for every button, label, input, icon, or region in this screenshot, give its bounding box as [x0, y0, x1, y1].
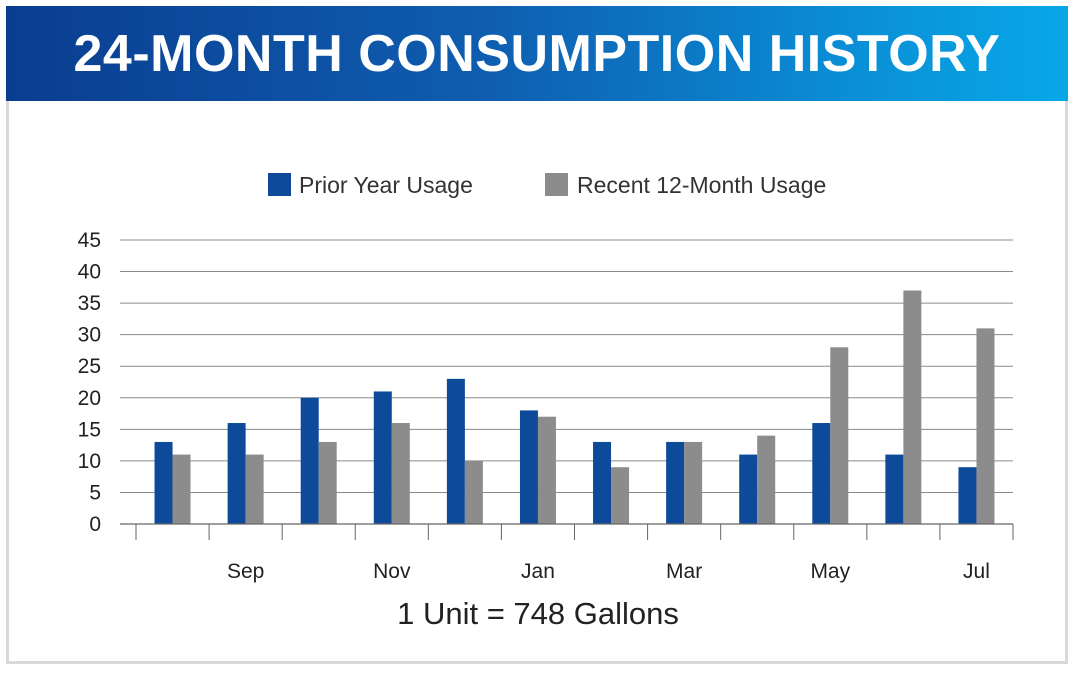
x-tick-label: Mar	[666, 560, 702, 583]
bar-recent-nov	[391, 423, 410, 524]
bar-prior-oct	[300, 397, 319, 524]
bar-prior-nov	[373, 391, 392, 524]
bar-prior-aug	[154, 441, 173, 524]
x-tick-label: Jul	[963, 560, 990, 583]
bar-prior-apr	[739, 454, 758, 524]
bar-recent-sep	[245, 454, 264, 524]
y-tick-label: 5	[89, 481, 101, 504]
bar-prior-dec	[446, 378, 465, 524]
legend-label-recent: Recent 12-Month Usage	[577, 172, 826, 198]
legend-swatch-prior	[268, 173, 291, 196]
bar-prior-sep	[227, 423, 246, 524]
bar-recent-jan	[537, 416, 556, 524]
y-tick-label: 35	[78, 292, 101, 315]
x-tick-label: Jan	[521, 560, 555, 583]
x-tick-label: Sep	[227, 560, 264, 583]
legend: Prior Year Usage Recent 12-Month Usage	[268, 172, 826, 198]
bar-recent-aug	[172, 454, 191, 524]
bar-recent-mar	[684, 441, 703, 524]
bar-recent-apr	[757, 435, 776, 524]
units-caption: 1 Unit = 748 Gallons	[397, 596, 679, 631]
y-tick-label: 25	[78, 355, 101, 378]
bar-prior-mar	[666, 441, 685, 524]
axes: 0 5 10 15 20 25 30 35 40 45 Sep Nov Jan Mar May Jul	[78, 229, 1014, 583]
legend-label-prior: Prior Year Usage	[299, 172, 473, 198]
legend-swatch-recent	[545, 173, 568, 196]
bar-prior-may	[812, 423, 831, 524]
gridlines	[120, 239, 1013, 493]
y-tick-label: 0	[89, 513, 101, 536]
x-tick-label: Nov	[373, 560, 411, 583]
bar-recent-jul	[976, 328, 995, 524]
bar-prior-jun	[885, 454, 904, 524]
bar-recent-jun	[903, 290, 922, 524]
bar-recent-feb	[611, 467, 630, 524]
bar-recent-may	[830, 347, 849, 524]
bar-prior-jul	[958, 467, 977, 524]
page-title: 24-MONTH CONSUMPTION HISTORY	[73, 24, 1001, 83]
bar-recent-dec	[464, 460, 483, 524]
y-tick-label: 30	[78, 324, 101, 347]
y-tick-label: 15	[78, 418, 101, 441]
y-tick-label: 10	[78, 450, 101, 473]
title-banner: 24-MONTH CONSUMPTION HISTORY	[6, 6, 1068, 101]
bars	[154, 290, 995, 524]
bar-prior-jan	[519, 410, 538, 524]
bar-prior-feb	[593, 441, 612, 524]
y-tick-label: 40	[78, 261, 101, 284]
bar-recent-oct	[318, 441, 337, 524]
y-tick-label: 20	[78, 387, 101, 410]
x-tick-label: May	[810, 560, 850, 583]
y-tick-label: 45	[78, 229, 101, 252]
